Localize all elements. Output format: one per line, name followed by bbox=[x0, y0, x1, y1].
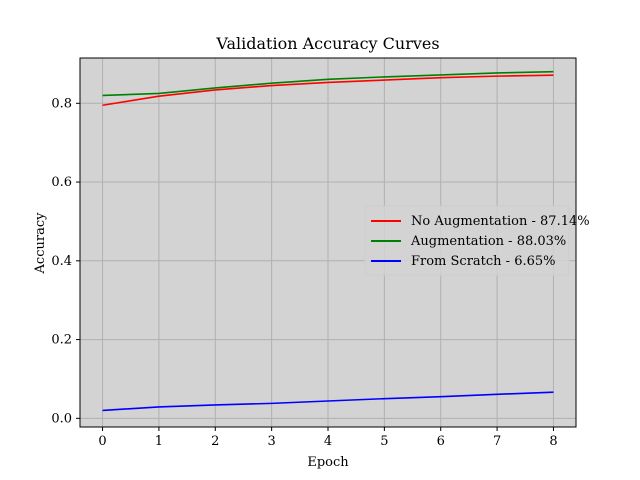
series-lines bbox=[102, 70, 554, 412]
y-tick-label: 0.6 bbox=[51, 175, 72, 190]
legend-box bbox=[364, 205, 570, 276]
legend-label-from-scratch: From Scratch - 6.65% bbox=[411, 254, 556, 269]
y-tick-label: 0.0 bbox=[51, 411, 72, 426]
y-tick-label: 0.2 bbox=[51, 333, 72, 348]
x-tick-label: 6 bbox=[437, 434, 445, 449]
series-line-augmentation bbox=[102, 70, 554, 97]
x-tick-label: 2 bbox=[211, 434, 219, 449]
x-tick-label: 8 bbox=[549, 434, 557, 449]
y-axis-ticks: 0.0 0.2 0.4 0.6 0.8 bbox=[51, 96, 80, 426]
x-tick-label: 3 bbox=[267, 434, 275, 449]
legend-label-augmentation: Augmentation - 88.03% bbox=[410, 234, 566, 249]
y-tick-label: 0.4 bbox=[51, 254, 72, 269]
x-tick-label: 4 bbox=[324, 434, 332, 449]
y-axis-label: Accuracy bbox=[33, 212, 48, 275]
series-line-no-augmentation bbox=[102, 74, 554, 107]
series-line-from-scratch bbox=[102, 391, 554, 412]
legend-label-no-augmentation: No Augmentation - 87.14% bbox=[411, 214, 590, 229]
x-tick-label: 0 bbox=[98, 434, 106, 449]
x-axis-ticks: 0 1 2 3 4 5 6 7 8 bbox=[98, 427, 558, 449]
x-axis-label: Epoch bbox=[307, 455, 349, 470]
x-tick-label: 1 bbox=[155, 434, 163, 449]
y-tick-label: 0.8 bbox=[51, 96, 72, 111]
chart-title: Validation Accuracy Curves bbox=[215, 34, 439, 53]
legend: No Augmentation - 87.14% Augmentation - … bbox=[364, 205, 590, 276]
x-tick-label: 7 bbox=[493, 434, 501, 449]
x-tick-label: 5 bbox=[380, 434, 388, 449]
